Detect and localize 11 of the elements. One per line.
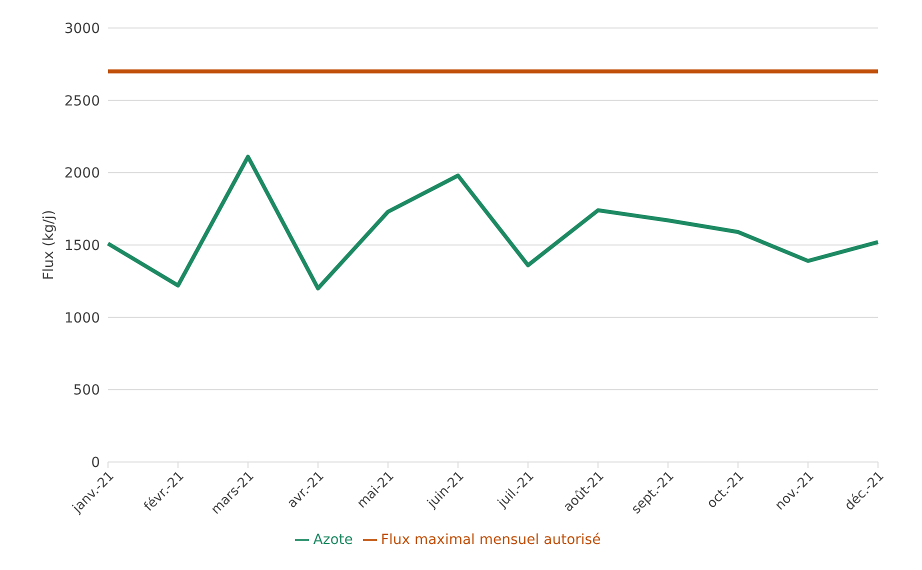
line-series: [106, 154, 880, 290]
y-axis-title: Flux (kg/j): [40, 210, 57, 280]
y-tick-label: 2000: [64, 166, 100, 182]
y-tick-label: 1000: [64, 310, 100, 326]
y-tick-label: 1500: [64, 238, 100, 254]
legend-label: Azote: [313, 532, 353, 548]
y-tick-label: 0: [91, 454, 100, 471]
legend-label: Flux maximal mensuel autorisé: [380, 532, 601, 548]
y-tick-label: 500: [73, 382, 100, 399]
y-tick-label: 2500: [64, 93, 100, 110]
y-tick-label: 3000: [64, 20, 100, 37]
